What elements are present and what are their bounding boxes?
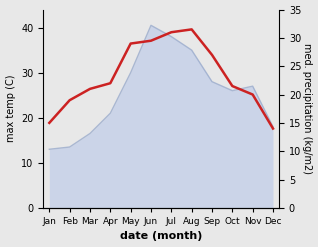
Y-axis label: max temp (C): max temp (C) [5, 75, 16, 143]
X-axis label: date (month): date (month) [120, 231, 202, 242]
Y-axis label: med. precipitation (kg/m2): med. precipitation (kg/m2) [302, 43, 313, 174]
